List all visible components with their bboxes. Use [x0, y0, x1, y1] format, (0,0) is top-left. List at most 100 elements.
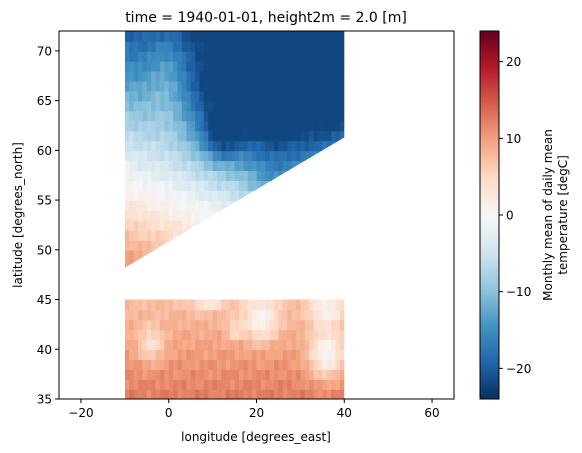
heatmap-cell — [265, 120, 271, 132]
heatmap-cell — [322, 259, 328, 268]
y-tick-label: 65 — [37, 94, 52, 108]
heatmap-cell — [282, 50, 289, 62]
heatmap-cell — [203, 249, 210, 261]
heatmap-cell — [278, 80, 284, 92]
heatmap-cell — [309, 140, 315, 152]
heatmap-cell — [221, 229, 227, 241]
heatmap-cell — [247, 229, 253, 241]
heatmap-cell — [133, 80, 139, 92]
heatmap-cell — [269, 60, 275, 72]
heatmap-cell — [339, 200, 345, 211]
heatmap-cell — [296, 70, 302, 82]
heatmap-cell — [138, 80, 144, 92]
heatmap-cell — [230, 130, 236, 142]
heatmap-cell — [322, 389, 328, 399]
heatmap-cell — [269, 389, 275, 399]
heatmap-cell — [151, 150, 157, 162]
heatmap-cell — [238, 140, 245, 152]
heatmap-cell — [269, 219, 275, 231]
heatmap-cell — [173, 259, 179, 268]
heatmap-cell — [234, 210, 240, 221]
heatmap-cell — [335, 339, 341, 351]
heatmap-cell — [199, 170, 205, 181]
heatmap-cell — [186, 40, 192, 52]
heatmap-cell — [282, 339, 289, 351]
heatmap-cell — [335, 170, 341, 181]
heatmap-cell — [296, 200, 302, 211]
heatmap-cell — [265, 80, 271, 92]
heatmap-cell — [225, 40, 231, 52]
heatmap-cell — [326, 239, 332, 251]
heatmap-cell — [238, 329, 245, 341]
heatmap-cell — [260, 229, 267, 241]
heatmap-cell — [159, 319, 166, 331]
heatmap-cell — [208, 319, 214, 331]
heatmap-cell — [151, 160, 157, 172]
heatmap-cell — [203, 190, 210, 201]
heatmap-cell — [322, 40, 328, 52]
heatmap-cell — [269, 160, 275, 172]
heatmap-cell — [208, 40, 214, 52]
heatmap-cell — [339, 31, 345, 42]
y-tick-label: 60 — [37, 144, 52, 158]
heatmap-cell — [195, 170, 201, 181]
heatmap-cell — [217, 80, 223, 92]
heatmap-cell — [142, 200, 148, 211]
heatmap-cell — [190, 369, 196, 380]
heatmap-cell — [252, 210, 258, 221]
heatmap-cell — [155, 359, 161, 370]
heatmap-cell — [278, 120, 284, 132]
heatmap-cell — [317, 229, 324, 241]
heatmap-cell — [155, 60, 161, 72]
heatmap-cell — [313, 70, 319, 82]
heatmap-cell — [155, 40, 161, 52]
heatmap-cell — [221, 160, 227, 172]
heatmap-cell — [313, 170, 319, 181]
x-tick-label: 0 — [165, 406, 173, 420]
heatmap-cell — [256, 140, 262, 152]
heatmap-cell — [230, 180, 236, 191]
heatmap-cell — [247, 219, 253, 231]
heatmap-cell — [212, 50, 218, 62]
heatmap-cell — [138, 319, 144, 331]
heatmap-cell — [173, 339, 179, 351]
heatmap-cell — [190, 180, 196, 191]
heatmap-cell — [238, 130, 245, 142]
heatmap-cell — [225, 70, 231, 82]
heatmap-cell — [173, 130, 179, 142]
heatmap-cell — [177, 120, 183, 132]
heatmap-cell — [155, 369, 161, 380]
heatmap-cell — [278, 100, 284, 112]
heatmap-cell — [225, 229, 231, 241]
heatmap-cell — [326, 140, 332, 152]
heatmap-cell — [168, 80, 174, 92]
heatmap-cell — [322, 349, 328, 361]
heatmap-cell — [322, 379, 328, 390]
heatmap-cell — [124, 60, 131, 72]
heatmap-cell — [339, 180, 345, 191]
heatmap-cell — [304, 299, 310, 311]
heatmap-cell — [260, 259, 267, 268]
heatmap-cell — [291, 140, 297, 152]
heatmap-cell — [296, 379, 302, 390]
heatmap-cell — [221, 249, 227, 261]
heatmap-cell — [225, 349, 231, 361]
heatmap-cell — [168, 110, 174, 122]
heatmap-cell — [217, 150, 223, 162]
heatmap-cell — [181, 60, 188, 72]
heatmap-cell — [339, 50, 345, 62]
heatmap-cell — [155, 319, 161, 331]
heatmap-cell — [322, 339, 328, 351]
heatmap-cell — [195, 150, 201, 162]
heatmap-cell — [300, 379, 306, 390]
heatmap-cell — [138, 130, 144, 142]
heatmap-cell — [146, 130, 152, 142]
heatmap-cell — [177, 379, 183, 390]
heatmap-cell — [203, 100, 210, 112]
heatmap-cell — [195, 259, 201, 268]
heatmap-cell — [291, 160, 297, 172]
heatmap-cell — [217, 210, 223, 221]
heatmap-cell — [199, 60, 205, 72]
heatmap-cell — [129, 190, 135, 201]
heatmap-cell — [164, 31, 170, 42]
